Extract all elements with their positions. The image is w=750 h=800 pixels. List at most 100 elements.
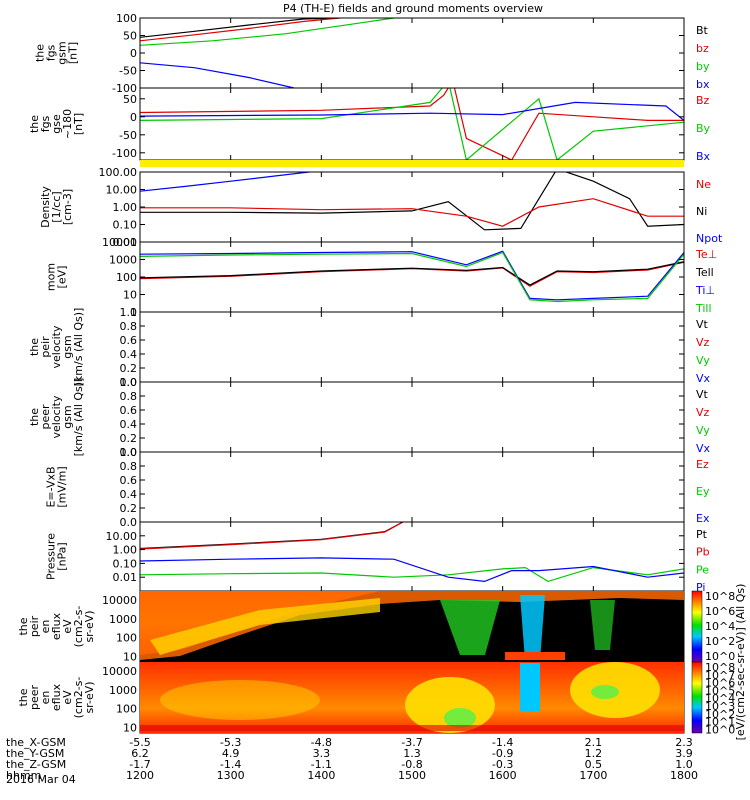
y-tick-label: 10.00 bbox=[106, 530, 138, 543]
legend-entry: Ni bbox=[696, 205, 707, 218]
colorbar-tick-label: 10^2 bbox=[705, 635, 735, 648]
y-tick-label: 10.00 bbox=[106, 184, 138, 197]
spectrogram-fill bbox=[140, 591, 684, 660]
y-axis-label: peir bbox=[39, 336, 52, 358]
y-tick-label: 1.00 bbox=[113, 544, 138, 557]
y-axis-label: ~180 bbox=[61, 109, 74, 139]
colorbar-tick-label: 10^1 bbox=[705, 716, 735, 729]
series-group bbox=[140, 88, 684, 160]
date-label: 2016 Mar 04 bbox=[6, 773, 76, 786]
y-tick-label: 0.10 bbox=[113, 557, 138, 570]
legend-entry: Ti⊥ bbox=[695, 284, 715, 297]
colorbar-tick-label: 10^6 bbox=[705, 605, 735, 618]
panel-frame bbox=[139, 451, 685, 523]
y-axis-label: [nT] bbox=[67, 42, 80, 64]
y-tick-label: 1.0 bbox=[120, 376, 138, 389]
ephemeris-value: -5.5 bbox=[129, 736, 150, 749]
ephemeris-value: -1.7 bbox=[129, 758, 150, 771]
spectrogram-fill bbox=[140, 725, 684, 731]
y-axis-label: velocity bbox=[50, 325, 63, 368]
legend-entry: by bbox=[696, 60, 710, 73]
y-tick-label: 0.8 bbox=[120, 320, 138, 333]
y-axis-label: eV bbox=[61, 690, 74, 705]
ephemeris-value: 6.2 bbox=[131, 747, 149, 760]
y-tick-label: 10 bbox=[123, 289, 137, 302]
panel-frame bbox=[139, 87, 685, 161]
colorbar-tick-label: 10^3 bbox=[705, 700, 735, 713]
legend-entry: Ey bbox=[696, 485, 710, 498]
y-tick-label: 0.10 bbox=[113, 219, 138, 232]
series-line-Ti⊥ bbox=[140, 250, 684, 301]
y-axis-label: sr-eV) bbox=[83, 681, 96, 713]
y-axis-label: Pressure bbox=[45, 533, 58, 580]
y-tick-label: 10 bbox=[123, 650, 137, 663]
y-tick-label: 1.00 bbox=[113, 201, 138, 214]
legend-entry: By bbox=[696, 122, 711, 135]
y-tick-label: 0.4 bbox=[120, 488, 138, 501]
panel-temperature: 10000 1000 100 10 1 mom[eV] Te⊥ Tell Ti⊥ Till bbox=[45, 236, 718, 319]
y-tick-label: 100 bbox=[116, 632, 137, 645]
y-axis-label: en bbox=[39, 691, 52, 705]
y-tick-label: 0.2 bbox=[120, 502, 138, 515]
ephemeris-value: -1.1 bbox=[311, 758, 332, 771]
series-group bbox=[140, 522, 684, 583]
y-axis-label: the bbox=[28, 408, 41, 426]
colorbar-tick-label: 10^5 bbox=[705, 684, 735, 697]
ephemeris-value: 0.5 bbox=[585, 758, 603, 771]
y-tick-label: 0.4 bbox=[120, 418, 138, 431]
ephemeris-value: -1.4 bbox=[220, 758, 241, 771]
y-tick-label: 0.2 bbox=[120, 362, 138, 375]
series-line-Till bbox=[140, 251, 684, 303]
legend-entry: bx bbox=[696, 78, 710, 91]
y-tick-label: 0.01 bbox=[113, 571, 138, 584]
legend-entry: Bz bbox=[696, 94, 710, 107]
series-line-bz bbox=[140, 18, 340, 42]
legend-entry: Vt bbox=[696, 388, 709, 401]
ephemeris-value: -0.3 bbox=[492, 758, 513, 771]
y-axis-label: peer bbox=[28, 685, 41, 711]
legend-entry: Pe bbox=[696, 563, 709, 576]
spectrogram-fill bbox=[520, 595, 545, 660]
legend-entry: Ex bbox=[696, 512, 710, 525]
colorbar-ion bbox=[691, 590, 703, 663]
ephemeris-table: the_X-GSM -5.5 -5.3 -4.8 -3.7 -1.4 2.1 2.3 the_Y… bbox=[6, 736, 698, 782]
y-tick-label: 1000 bbox=[109, 684, 137, 697]
colorbar-ticks: 10^810^610^410^210^010^810^710^610^510^4… bbox=[705, 590, 735, 736]
series-group bbox=[140, 250, 684, 303]
ephemeris-value: 1400 bbox=[307, 769, 335, 782]
y-axis-label: the bbox=[28, 338, 41, 356]
y-axis-label: fgs bbox=[39, 115, 52, 132]
colorbar-tick-label: 10^8 bbox=[705, 590, 735, 603]
ephemeris-row-label: the_X-GSM bbox=[6, 736, 66, 749]
y-tick-label: -100 bbox=[112, 82, 137, 95]
colorbar-tick-label: 10^0 bbox=[705, 723, 735, 736]
y-axis-label: eflux bbox=[50, 683, 63, 711]
y-axis-label: Density bbox=[39, 186, 52, 228]
ephemeris-row-label: the_Y-GSM bbox=[6, 747, 64, 760]
ephemeris-value: 3.3 bbox=[313, 747, 331, 760]
y-axis-label: [1/cc] bbox=[50, 191, 63, 222]
y-axis-label: the bbox=[17, 617, 30, 635]
series-line-Npot bbox=[140, 172, 315, 192]
ephemeris-value: 1700 bbox=[579, 769, 607, 782]
legend-entry: Vz bbox=[696, 336, 710, 349]
series-line-Pb bbox=[140, 522, 404, 550]
ephemeris-value: 1.2 bbox=[585, 747, 603, 760]
y-tick-label: 10000 bbox=[102, 594, 137, 607]
series-line-Ne bbox=[140, 198, 684, 227]
y-tick-label: 100.00 bbox=[99, 166, 138, 179]
ephemeris-value: 1300 bbox=[217, 769, 245, 782]
y-tick-label: 0.6 bbox=[120, 334, 138, 347]
panel-frame bbox=[139, 311, 685, 383]
legend-entry: Pt bbox=[696, 528, 708, 541]
spectrogram-fill bbox=[160, 680, 320, 720]
y-axis-label: [nPa] bbox=[56, 542, 69, 570]
series-line-by bbox=[140, 18, 394, 46]
series-group bbox=[140, 18, 394, 88]
y-tick-label: 0.4 bbox=[120, 348, 138, 361]
y-tick-label: 0 bbox=[130, 47, 137, 60]
spectrogram-fill bbox=[444, 708, 476, 728]
peer-spectrogram bbox=[140, 662, 684, 733]
ephemeris-value: 2.1 bbox=[585, 736, 603, 749]
